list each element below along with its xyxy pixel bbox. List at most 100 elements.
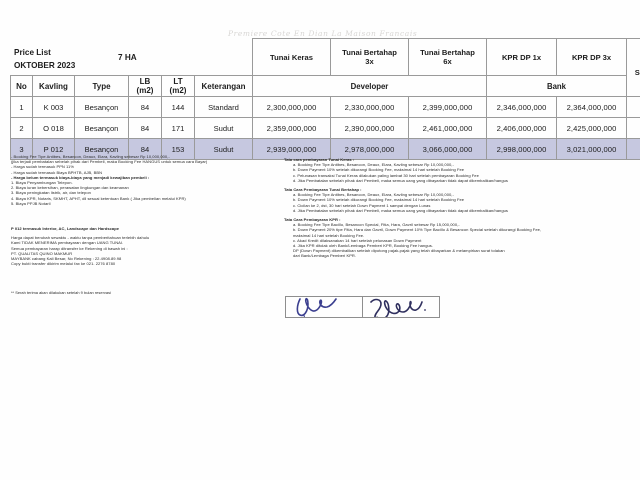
- cell-no: 1: [10, 96, 33, 118]
- payment-terms-title: Tata Cara Pembayaran KPR :: [284, 217, 341, 223]
- cell-tunai-bertahap-6x: 3,066,000,000: [408, 138, 487, 160]
- cell-kpr-dp-3x: 2,364,000,000: [556, 96, 627, 118]
- note-line: 2. Biaya iuran kebersihan, perawatan lin…: [11, 185, 129, 191]
- cell-lb: 84: [128, 96, 162, 118]
- note-line: 5. Biaya PPJB Notaril: [11, 200, 51, 206]
- cell-lb: 84: [128, 117, 162, 139]
- note-line: - Harga sudah termasuk Biaya BPHTB, AJB,…: [11, 169, 103, 175]
- cell-keterangan: Sudut: [194, 138, 253, 160]
- cell-lt: 171: [161, 117, 195, 139]
- left-notes-block: - Booking Fee Tipe Antibes, Besancon, De…: [11, 154, 281, 206]
- payment-terms-block: Tata cara pembayaran Tunai Keras : a. Boo…: [284, 157, 634, 263]
- payment-header-3: KPR DP 1x: [486, 38, 557, 76]
- group-header-bank: Bank: [486, 75, 627, 97]
- payment-header-4: KPR DP 3x: [556, 38, 627, 76]
- cell-target: Siap Serah Terima: [626, 117, 640, 139]
- cell-tunai-keras: 2,939,000,000: [252, 138, 331, 160]
- table-header-column-row: No Kavling Type LB (m2) LT (m2) Keterangan Dev…: [10, 75, 640, 97]
- cell-tunai-bertahap-3x: 2,330,000,000: [330, 96, 409, 118]
- note-line: - Harga sudah termasuk PPN 11%: [11, 164, 74, 170]
- note-line: Harga dapat berubah sewaktu - waktu tanp…: [11, 235, 150, 241]
- payment-terms-item: DP (Down Payment) dikembalikan setelah d…: [293, 248, 505, 254]
- cell-no: 3: [10, 138, 33, 160]
- payment-terms-item: a. Booking Fee Tipe Antibes, Besancon, D…: [293, 162, 454, 168]
- payment-terms-item: a. Booking Fee Tipe Antibes, Besancon, D…: [293, 192, 454, 198]
- cell-keterangan: Sudut: [194, 117, 253, 139]
- note-line: - Harga belum termasuk biaya-biaya yang …: [11, 174, 150, 180]
- note-gap: [284, 259, 634, 263]
- payment-header-0: Tunai Keras: [252, 38, 331, 76]
- cell-no: 2: [10, 117, 33, 139]
- note-line: Copy bukti transfer dikirim melalui fax …: [11, 261, 116, 267]
- column-header-2: Type: [74, 75, 129, 97]
- signature-left-ink: [296, 297, 337, 317]
- payment-terms-item: d. Jika KPR ditolak oleh Bank/Lembaga Pe…: [293, 243, 434, 249]
- column-header-5: Keterangan: [194, 75, 253, 97]
- column-header-0: No: [10, 75, 33, 97]
- cell-kavling: K 003: [32, 96, 75, 118]
- area-label: 7 HA: [118, 53, 137, 62]
- note-line: MAYBANK cabang Kali Besar, No Rekening :…: [11, 256, 122, 262]
- handover-disclaimer: ** Serah terima akan dilakukan setelah 9…: [11, 290, 111, 295]
- cell-kavling: P 012: [32, 138, 75, 160]
- table-header-payment-row: Tunai Keras Tunai Bertahap 3x Tunai Bertaha…: [11, 38, 640, 97]
- cell-kpr-dp-1x: 2,406,000,000: [486, 117, 557, 139]
- payment-terms-item: b. Down Payment 20% tipe Fitia, Hara dan…: [293, 227, 542, 233]
- cell-kpr-dp-1x: 2,346,000,000: [486, 96, 557, 118]
- column-header-3: LB (m2): [128, 75, 162, 97]
- cell-type: Besançon: [74, 96, 129, 118]
- note-line: PT. QUALITAS QUINO MAKMUR: [11, 250, 73, 256]
- note-line: P 012 termasuk Interior, AC, Landscape d…: [11, 226, 120, 231]
- note-line: Semua pembayaran harap ditransfer ke Rek…: [11, 245, 128, 251]
- note-line: Kami TIDAK MENERIMA pembayaran dengan UA…: [11, 240, 124, 246]
- title-line-1: Price List: [14, 48, 51, 57]
- payment-terms-item: c. Cicilan ke 2, dst, 30 hari setelah Do…: [293, 202, 431, 208]
- cell-tunai-keras: 2,300,000,000: [252, 96, 331, 118]
- note-line: 4. Biaya KPR, Notaris, SKMHT, APHT, dll …: [11, 195, 186, 201]
- cell-tunai-bertahap-3x: 2,390,000,000: [330, 117, 409, 139]
- cell-type: Besançon: [74, 138, 129, 160]
- cell-type: Besançon: [74, 117, 129, 139]
- payment-terms-item: d. Jika Pembatalan sebelah pihak dari Pe…: [293, 207, 508, 213]
- header-spacer: [11, 39, 253, 76]
- note-line: - Booking Fee Tipe Antibes, Besancon, De…: [11, 154, 170, 159]
- note-line: (jika terjadi pembatalan sebelah pihak d…: [11, 159, 208, 165]
- cell-lt: 144: [161, 96, 195, 118]
- payment-terms-item: c. Pelunasan transaksi Tunai Keras dilak…: [293, 172, 479, 178]
- payment-terms-title: Tata cara pembayaran Tunai Keras :: [284, 157, 355, 162]
- target-header: TargetSerah Terima: [626, 38, 640, 97]
- cell-kpr-dp-3x: 3,021,000,000: [556, 138, 627, 160]
- payment-instructions-block: P 012 termasuk Interior, AC, Landscape d…: [11, 226, 281, 266]
- cell-kpr-dp-1x: 2,998,000,000: [486, 138, 557, 160]
- signature-right-ink: [370, 298, 426, 317]
- price-list-table: Tunai Keras Tunai Bertahap 3x Tunai Bertaha…: [10, 38, 640, 160]
- payment-header-2: Tunai Bertahap 6x: [408, 38, 487, 76]
- page-watermark: Premiere Cote En Dian La Maison Francais: [228, 29, 418, 38]
- payment-terms-item: maksimal 14 hari setelah Booking Fee.: [293, 232, 365, 238]
- signature-right[interactable]: [363, 296, 440, 318]
- cell-target: Siap Serah Terima: [626, 138, 640, 160]
- payment-header-1: Tunai Bertahap 3x: [330, 38, 409, 76]
- payment-terms-item: d. Jika Pembatalan sebelah pihak dari Pe…: [293, 177, 508, 183]
- payment-terms-item: c. Akad Kredit dilaksanakan 14 hari sete…: [293, 237, 422, 243]
- note-line: 3. Biaya peningkatan listrik, air, dan t…: [11, 190, 91, 196]
- cell-target: Siap Serah Terima: [626, 96, 640, 118]
- payment-terms-item: dari Bank/Lembaga Pemberi KPR.: [293, 253, 357, 259]
- column-header-1: Kavling: [32, 75, 75, 97]
- cell-lt: 153: [161, 138, 195, 160]
- column-header-4: LT (m2): [161, 75, 195, 97]
- signature-left[interactable]: [285, 296, 363, 318]
- cell-tunai-keras: 2,359,000,000: [252, 117, 331, 139]
- payment-terms-title: Tata Cara Pembayaran Tunai Bertahap :: [284, 187, 362, 193]
- payment-terms-item: b. Down Payment 10% setelah dikurangi Bo…: [293, 167, 465, 173]
- title-line-2: OKTOBER 2023: [14, 60, 76, 70]
- group-header-developer: Developer: [252, 75, 487, 97]
- cell-kavling: O 018: [32, 117, 75, 139]
- payment-terms-item: b. Down Payment 10% setelah dikurangi Bo…: [293, 197, 465, 203]
- price-list-title: Price List OKTOBER 2023: [14, 47, 75, 72]
- payment-terms-item: a. Booking Fee Tipe Bacillo, Besancon Sp…: [293, 222, 460, 228]
- cell-tunai-bertahap-6x: 2,461,000,000: [408, 117, 487, 139]
